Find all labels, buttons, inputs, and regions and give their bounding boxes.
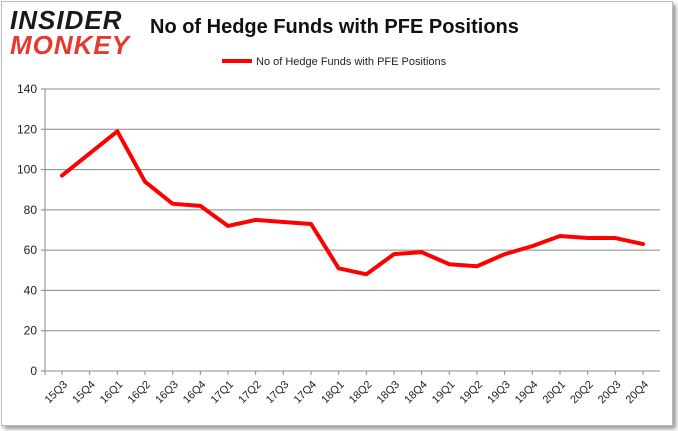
y-tick-label: 80 <box>24 203 38 217</box>
x-tick-label: 17Q3 <box>264 379 292 407</box>
x-tick-label: 19Q1 <box>430 379 458 407</box>
chart-border <box>1 1 673 426</box>
y-tick-label: 140 <box>17 82 37 96</box>
x-tick-label: 18Q2 <box>347 379 375 407</box>
series-line <box>60 129 645 277</box>
x-tick-label: 20Q2 <box>568 379 596 407</box>
y-tick-label: 100 <box>17 163 37 177</box>
x-tick-label: 19Q3 <box>485 379 513 407</box>
x-tick-label: 15Q3 <box>43 379 71 407</box>
logo-line2: MONKEY <box>10 30 131 60</box>
x-tick-label: 20Q3 <box>596 379 624 407</box>
insider-monkey-logo: INSIDER MONKEY <box>10 5 131 60</box>
x-tick-label: 18Q3 <box>375 379 403 407</box>
x-tick-label: 15Q4 <box>70 379 98 407</box>
x-tick-label: 16Q2 <box>126 379 154 407</box>
x-tick-label: 17Q1 <box>209 379 237 407</box>
x-tick-label: 17Q4 <box>292 379 320 407</box>
x-tick-label: 18Q4 <box>402 379 430 407</box>
x-tick-label: 19Q2 <box>458 379 486 407</box>
y-tick-label: 60 <box>24 243 38 257</box>
chart-title: No of Hedge Funds with PFE Positions <box>150 16 519 38</box>
legend-label: No of Hedge Funds with PFE Positions <box>256 56 447 68</box>
x-tick-label: 16Q4 <box>181 379 209 407</box>
logo-line1: INSIDER <box>10 5 123 35</box>
x-tick-label: 17Q2 <box>236 379 264 407</box>
x-tick-label: 16Q1 <box>98 379 126 407</box>
x-tick-label: 18Q1 <box>319 379 347 407</box>
x-tick-label: 20Q4 <box>624 379 652 407</box>
y-tick-label: 20 <box>24 324 38 338</box>
y-tick-label: 120 <box>17 122 37 136</box>
x-tick-label: 16Q3 <box>153 379 181 407</box>
x-tick-label: 20Q1 <box>541 379 569 407</box>
y-tick-label: 0 <box>30 364 37 378</box>
y-tick-label: 40 <box>24 283 38 297</box>
x-tick-label: 19Q4 <box>513 379 541 407</box>
